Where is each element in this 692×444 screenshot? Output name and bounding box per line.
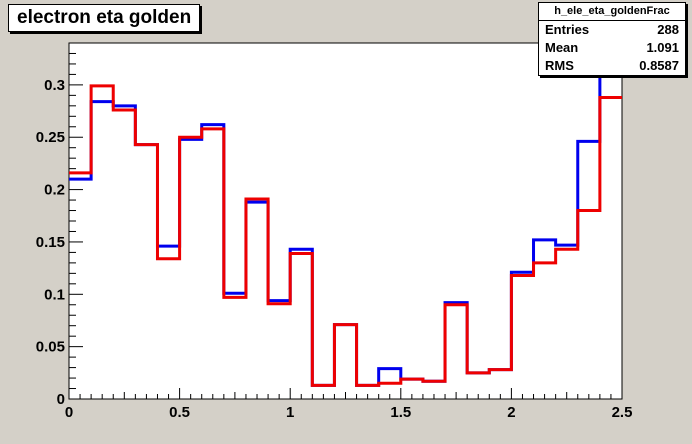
stats-row-entries: Entries 288: [539, 21, 685, 39]
chart-title: electron eta golden: [8, 4, 201, 32]
stats-row-mean: Mean 1.091: [539, 39, 685, 57]
x-tick-label: 2: [507, 404, 515, 421]
axis-ticks: [68, 42, 623, 400]
x-tick-label: 2.5: [612, 404, 633, 421]
x-tick-label: 1.5: [390, 404, 411, 421]
y-tick-label: 0: [57, 391, 65, 408]
stats-row-rms: RMS 0.8587: [539, 57, 685, 75]
stats-label: RMS: [545, 58, 574, 73]
tick-labels: 0 0.5 1 1.5 2 2.5 0 0.05 0.1 0.15 0.2 0.25 0.3: [36, 77, 633, 421]
stats-histogram-name: h_ele_eta_goldenFrac: [539, 3, 685, 21]
x-tick-label: 0: [65, 404, 73, 421]
y-tick-label: 0.2: [44, 182, 65, 199]
plot-frame: [68, 42, 623, 400]
y-tick-label: 0.25: [36, 129, 65, 146]
y-tick-label: 0.1: [44, 286, 65, 303]
x-tick-label: 1: [286, 404, 294, 421]
y-tick-label: 0.05: [36, 339, 65, 356]
stats-label: Mean: [545, 40, 579, 55]
stats-value: 1.091: [646, 40, 679, 55]
stats-value: 0.8587: [639, 58, 679, 73]
y-tick-label: 0.15: [36, 234, 65, 251]
x-tick-label: 0.5: [169, 404, 190, 421]
stats-box: h_ele_eta_goldenFrac Entries 288 Mean 1.…: [538, 2, 686, 76]
histogram-series-red: [69, 84, 622, 387]
stats-value: 288: [657, 22, 679, 37]
y-tick-label: 0.3: [44, 77, 65, 94]
stats-label: Entries: [545, 22, 590, 37]
histogram-series: [69, 56, 622, 387]
